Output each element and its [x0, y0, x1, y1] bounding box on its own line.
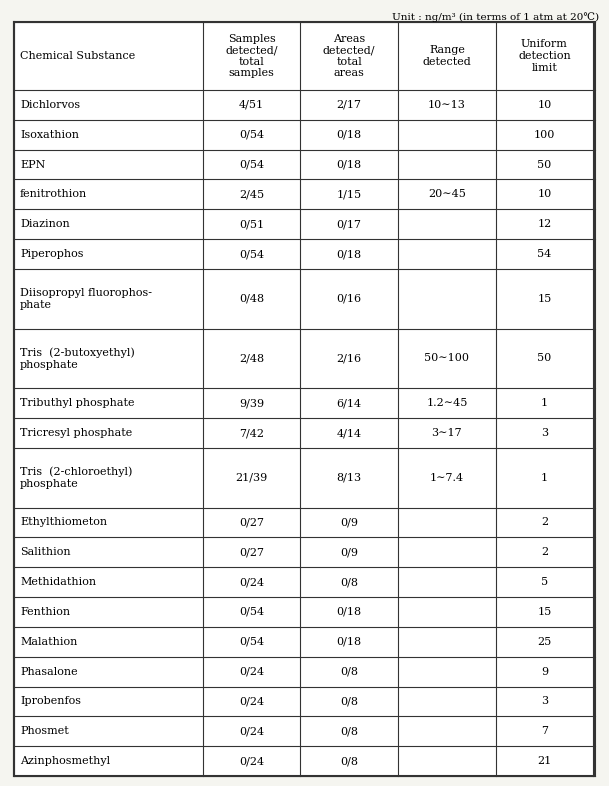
Text: Phosmet: Phosmet [20, 726, 69, 736]
Text: 2/17: 2/17 [337, 100, 362, 110]
Text: 0/48: 0/48 [239, 294, 264, 303]
Text: 4/14: 4/14 [337, 428, 362, 438]
Text: 0/54: 0/54 [239, 249, 264, 259]
Text: 0/54: 0/54 [239, 160, 264, 170]
Text: 50: 50 [537, 354, 552, 363]
Text: 1/15: 1/15 [337, 189, 362, 200]
Text: fenitrothion: fenitrothion [20, 189, 87, 200]
Text: Uniform
detection
limit: Uniform detection limit [518, 39, 571, 72]
Text: 0/18: 0/18 [337, 160, 362, 170]
Text: 0/54: 0/54 [239, 607, 264, 617]
Text: 2/48: 2/48 [239, 354, 264, 363]
Text: 0/27: 0/27 [239, 517, 264, 527]
Text: 2/45: 2/45 [239, 189, 264, 200]
Text: 20∼45: 20∼45 [428, 189, 466, 200]
Text: 25: 25 [537, 637, 552, 647]
Text: 0/24: 0/24 [239, 756, 264, 766]
Text: Piperophos: Piperophos [20, 249, 83, 259]
Text: 1∼7.4: 1∼7.4 [430, 472, 464, 483]
Text: 1: 1 [541, 399, 548, 408]
Text: 5: 5 [541, 577, 548, 587]
Text: 0/8: 0/8 [340, 577, 358, 587]
Text: 50: 50 [537, 160, 552, 170]
Text: 2: 2 [541, 547, 548, 557]
Text: Isoxathion: Isoxathion [20, 130, 79, 140]
Text: 0/17: 0/17 [337, 219, 362, 230]
Text: 4/51: 4/51 [239, 100, 264, 110]
Text: Samples
detected/
total
samples: Samples detected/ total samples [225, 34, 278, 79]
Text: Tris  (2-chloroethyl)
phosphate: Tris (2-chloroethyl) phosphate [20, 467, 132, 489]
Text: 0/9: 0/9 [340, 547, 358, 557]
Text: 3∼17: 3∼17 [432, 428, 462, 438]
Text: 10: 10 [537, 189, 552, 200]
Text: 10∼13: 10∼13 [428, 100, 466, 110]
Text: Iprobenfos: Iprobenfos [20, 696, 81, 707]
Text: 0/8: 0/8 [340, 696, 358, 707]
Text: 3: 3 [541, 428, 548, 438]
Text: 0/16: 0/16 [337, 294, 362, 303]
Text: Phasalone: Phasalone [20, 667, 77, 677]
Text: Malathion: Malathion [20, 637, 77, 647]
Text: 3: 3 [541, 696, 548, 707]
Text: Azinphosmethyl: Azinphosmethyl [20, 756, 110, 766]
Text: 2: 2 [541, 517, 548, 527]
Text: Fenthion: Fenthion [20, 607, 70, 617]
Text: 8/13: 8/13 [337, 472, 362, 483]
Text: Tricresyl phosphate: Tricresyl phosphate [20, 428, 132, 438]
Text: 0/8: 0/8 [340, 667, 358, 677]
Text: 9: 9 [541, 667, 548, 677]
Text: Unit : ng/m³ (in terms of 1 atm at 20℃): Unit : ng/m³ (in terms of 1 atm at 20℃) [392, 12, 599, 22]
Text: 0/8: 0/8 [340, 756, 358, 766]
Text: Tributhyl phosphate: Tributhyl phosphate [20, 399, 135, 408]
Text: 7/42: 7/42 [239, 428, 264, 438]
Text: 6/14: 6/14 [337, 399, 362, 408]
Text: 12: 12 [537, 219, 552, 230]
Text: 0/18: 0/18 [337, 249, 362, 259]
Text: 15: 15 [537, 294, 552, 303]
Text: Diazinon: Diazinon [20, 219, 70, 230]
Text: 0/54: 0/54 [239, 130, 264, 140]
Text: Ethylthiometon: Ethylthiometon [20, 517, 107, 527]
Text: 21/39: 21/39 [236, 472, 268, 483]
Text: 0/24: 0/24 [239, 577, 264, 587]
Text: 15: 15 [537, 607, 552, 617]
Text: Dichlorvos: Dichlorvos [20, 100, 80, 110]
Text: 0/18: 0/18 [337, 637, 362, 647]
Text: Chemical Substance: Chemical Substance [20, 51, 135, 61]
Text: Tris  (2-butoxyethyl)
phosphate: Tris (2-butoxyethyl) phosphate [20, 347, 135, 369]
Text: 50∼100: 50∼100 [424, 354, 470, 363]
Text: Methidathion: Methidathion [20, 577, 96, 587]
Text: 0/18: 0/18 [337, 130, 362, 140]
Text: Areas
detected/
total
areas: Areas detected/ total areas [323, 34, 376, 79]
Text: Salithion: Salithion [20, 547, 71, 557]
Text: 0/24: 0/24 [239, 726, 264, 736]
Text: 1: 1 [541, 472, 548, 483]
Text: 0/27: 0/27 [239, 547, 264, 557]
Text: 1.2∼45: 1.2∼45 [426, 399, 468, 408]
Text: 10: 10 [537, 100, 552, 110]
Text: 21: 21 [537, 756, 552, 766]
Text: Range
detected: Range detected [423, 46, 471, 67]
Text: EPN: EPN [20, 160, 46, 170]
Text: 2/16: 2/16 [337, 354, 362, 363]
Text: 0/54: 0/54 [239, 637, 264, 647]
Text: 9/39: 9/39 [239, 399, 264, 408]
Text: 7: 7 [541, 726, 548, 736]
Text: 0/24: 0/24 [239, 696, 264, 707]
Text: 0/9: 0/9 [340, 517, 358, 527]
Text: 0/18: 0/18 [337, 607, 362, 617]
Text: 0/51: 0/51 [239, 219, 264, 230]
Text: 0/24: 0/24 [239, 667, 264, 677]
Text: Diisopropyl fluorophos-
phate: Diisopropyl fluorophos- phate [20, 288, 152, 310]
Text: 0/8: 0/8 [340, 726, 358, 736]
Text: 100: 100 [533, 130, 555, 140]
Text: 54: 54 [537, 249, 552, 259]
